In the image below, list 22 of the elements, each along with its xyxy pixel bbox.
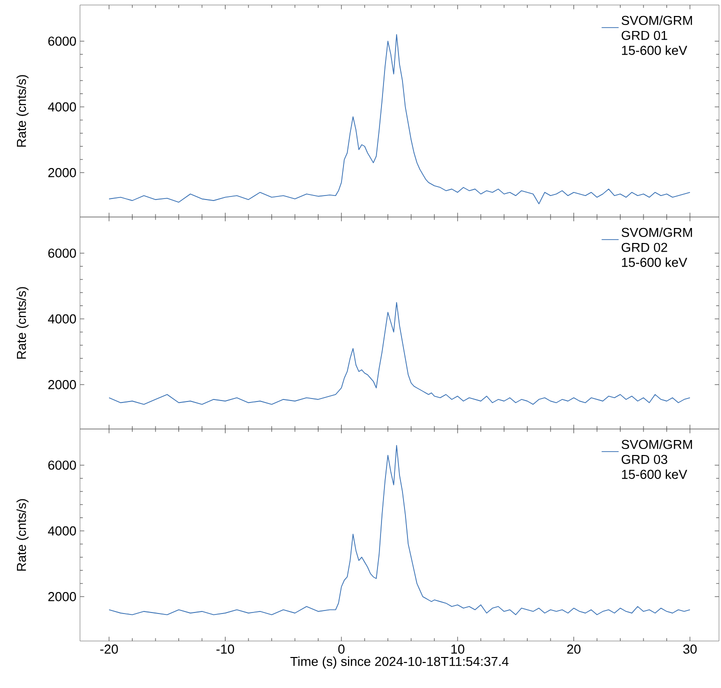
y-axis-title: Rate (cnts/s) [16, 75, 29, 147]
y-tick-label: 4000 [48, 102, 76, 112]
y-tick-label: 2000 [48, 380, 76, 390]
y-tick-label: 4000 [48, 526, 76, 536]
y-tick-label: 6000 [48, 248, 76, 258]
x-tick-label: -20 [100, 644, 118, 654]
y-tick-label: 2000 [48, 168, 76, 178]
y-tick-label: 6000 [48, 460, 76, 470]
legend-label: SVOM/GRM GRD 01 15-600 keV [622, 16, 692, 55]
x-tick-label: 30 [683, 644, 697, 654]
legend-label: SVOM/GRM GRD 02 15-600 keV [622, 228, 692, 267]
x-axis-title: Time (s) since 2024-10-18T11:54:37.4 [290, 656, 509, 669]
legend-label: SVOM/GRM GRD 03 15-600 keV [622, 440, 692, 479]
x-tick-label: -10 [216, 644, 234, 654]
y-axis-title: Rate (cnts/s) [16, 499, 29, 571]
x-tick-label: 0 [338, 644, 345, 654]
x-tick-label: 10 [451, 644, 464, 654]
y-tick-label: 6000 [48, 36, 76, 46]
y-tick-label: 4000 [48, 314, 76, 324]
y-axis-title: Rate (cnts/s) [16, 287, 29, 359]
x-tick-label: 20 [567, 644, 580, 654]
y-tick-label: 2000 [48, 592, 76, 602]
